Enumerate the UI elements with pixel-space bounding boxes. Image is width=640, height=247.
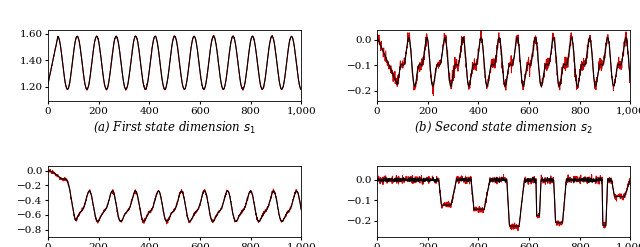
X-axis label: (a) First state dimension $s_1$: (a) First state dimension $s_1$ [93,120,256,135]
X-axis label: (b) Second state dimension $s_2$: (b) Second state dimension $s_2$ [415,120,593,135]
